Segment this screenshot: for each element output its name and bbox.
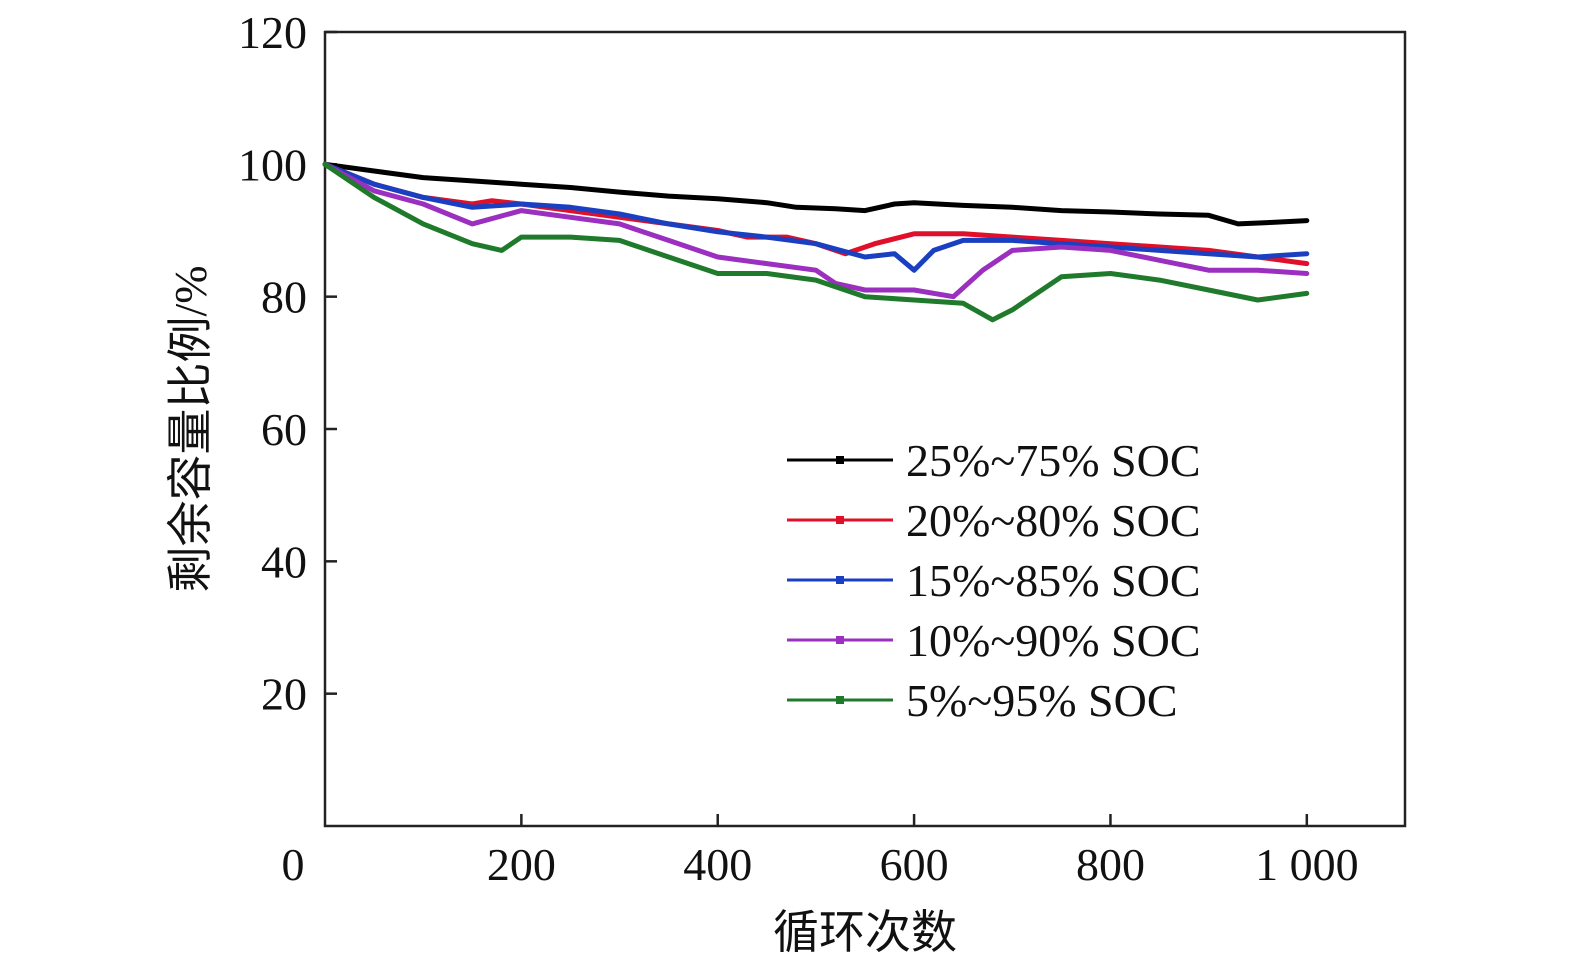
y-axis-title: 剩余容量比例/% bbox=[165, 265, 216, 592]
axis-ticks: 0 200 400 600 800 1 000 20 40 60 80 100 120 bbox=[238, 7, 1359, 890]
legend-marker-4 bbox=[836, 636, 844, 644]
y-tick-label: 20 bbox=[261, 669, 307, 720]
y-tick-label: 80 bbox=[261, 272, 307, 323]
legend: 25%~75% SOC 20%~80% SOC 15%~85% SOC 10%~90%… bbox=[787, 435, 1201, 726]
series-line-1 bbox=[322, 161, 1310, 227]
y-tick-label: 40 bbox=[261, 536, 307, 587]
legend-marker-1 bbox=[836, 456, 844, 464]
legend-marker-3 bbox=[836, 576, 844, 584]
x-tick-label: 800 bbox=[1076, 839, 1145, 890]
y-tick-label: 60 bbox=[261, 404, 307, 455]
legend-label-5: 5%~95% SOC bbox=[906, 675, 1178, 726]
x-tick-label: 1 000 bbox=[1255, 839, 1359, 890]
series-line-3 bbox=[322, 161, 1310, 273]
legend-label-4: 10%~90% SOC bbox=[906, 615, 1201, 666]
series-line-5 bbox=[322, 161, 1310, 323]
x-axis-title: 循环次数 bbox=[773, 907, 957, 958]
legend-marker-2 bbox=[836, 516, 844, 524]
series-group bbox=[322, 161, 1310, 323]
series-line-4 bbox=[322, 161, 1310, 300]
legend-label-2: 20%~80% SOC bbox=[906, 495, 1201, 546]
y-tick-label: 100 bbox=[238, 139, 307, 190]
plot-frame bbox=[323, 30, 1407, 828]
legend-marker-5 bbox=[836, 696, 844, 704]
x-tick-label: 600 bbox=[880, 839, 949, 890]
legend-label-1: 25%~75% SOC bbox=[906, 435, 1201, 486]
x-tick-label: 0 bbox=[282, 839, 305, 890]
legend-label-3: 15%~85% SOC bbox=[906, 555, 1201, 606]
x-tick-label: 400 bbox=[683, 839, 752, 890]
y-tick-label: 120 bbox=[238, 7, 307, 58]
x-tick-label: 200 bbox=[487, 839, 556, 890]
